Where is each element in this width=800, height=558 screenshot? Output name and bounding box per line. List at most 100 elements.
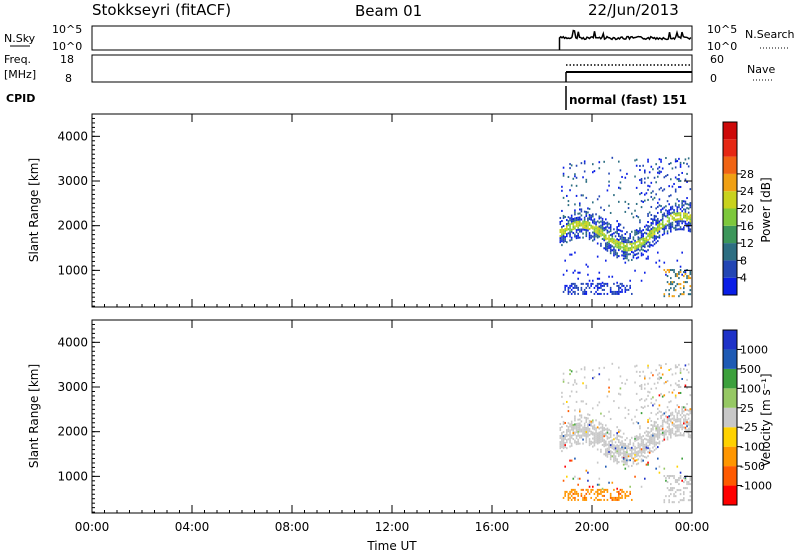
velocity-cell — [593, 492, 596, 495]
noise-left-tick-top: 10^5 — [52, 23, 82, 36]
velocity-cell — [609, 432, 612, 435]
velocity-cell — [642, 443, 644, 446]
velocity-cell — [663, 475, 666, 478]
power-cell — [686, 281, 688, 284]
velocity-cell — [644, 443, 646, 446]
velocity-cell — [683, 487, 685, 490]
power-cell — [647, 214, 649, 217]
velocity-cell — [653, 437, 656, 440]
date-title: 22/Jun/2013 — [588, 1, 679, 19]
velocity-cell — [668, 419, 670, 422]
velocity-cell — [689, 420, 692, 423]
power-cell — [673, 287, 675, 290]
velocity-ylabel: Slant Range [km] — [27, 364, 41, 468]
velocity-cell — [626, 449, 628, 452]
power-cell — [609, 211, 612, 214]
velocity-cell — [642, 439, 644, 442]
power-cell — [582, 292, 584, 295]
power-cell — [640, 200, 643, 203]
velocity-cell — [624, 461, 627, 464]
velocity-cell — [561, 395, 563, 398]
power-cell — [687, 229, 690, 232]
power-cell — [663, 176, 666, 179]
power-cell — [587, 219, 589, 222]
velocity-cell — [642, 447, 644, 450]
colorbar-tick-label: 8 — [740, 254, 747, 267]
velocity-cell — [582, 430, 584, 433]
power-cell — [626, 245, 628, 248]
power-cell — [683, 281, 685, 284]
velocity-cell — [678, 418, 680, 421]
y-tick-label: 2000 — [57, 219, 88, 233]
power-cell — [640, 234, 643, 237]
power-cell — [585, 263, 588, 266]
velocity-cell — [668, 501, 670, 504]
velocity-cell — [585, 437, 588, 440]
power-cell — [585, 180, 588, 183]
velocity-cell — [632, 462, 635, 465]
power-cell — [592, 215, 594, 218]
velocity-cell — [684, 364, 687, 367]
velocity-cell — [640, 448, 643, 451]
power-cell — [570, 222, 573, 225]
velocity-cell — [619, 443, 622, 446]
power-cell — [562, 273, 565, 276]
power-cell — [569, 233, 571, 236]
velocity-cell — [601, 494, 604, 497]
power-cell — [674, 285, 677, 288]
power-cell — [609, 228, 612, 231]
velocity-cell — [585, 435, 588, 438]
velocity-cell — [686, 378, 688, 381]
velocity-cell — [570, 444, 573, 447]
velocity-cell — [679, 489, 682, 492]
power-cell — [587, 223, 589, 226]
velocity-cell — [655, 369, 657, 372]
velocity-cell — [567, 426, 570, 429]
power-cell — [587, 211, 589, 214]
velocity-cell — [598, 401, 601, 404]
power-cell — [559, 216, 562, 219]
power-cell — [686, 277, 688, 280]
velocity-cell — [679, 391, 682, 394]
power-cell — [634, 229, 636, 232]
velocity-cell — [618, 461, 620, 464]
power-cell — [661, 189, 664, 192]
velocity-cell — [639, 370, 641, 373]
velocity-cell — [647, 404, 649, 407]
velocity-cell — [567, 428, 570, 431]
power-cell — [686, 275, 688, 278]
power-cell — [678, 157, 680, 160]
velocity-cell — [661, 425, 664, 428]
colorbar-tick-label: 500 — [740, 363, 761, 376]
power-cell — [624, 237, 627, 240]
velocity-cell — [642, 459, 644, 462]
power-cell — [639, 179, 641, 182]
power-cell — [653, 216, 656, 219]
power-cell — [627, 288, 630, 291]
power-cell — [579, 222, 581, 225]
power-cell — [590, 234, 592, 237]
power-cell — [655, 227, 657, 230]
power-cell — [666, 232, 669, 235]
velocity-cell — [647, 447, 649, 450]
velocity-cell — [559, 426, 562, 430]
velocity-cell — [683, 491, 685, 494]
velocity-cell — [681, 434, 683, 437]
power-cell — [596, 234, 599, 237]
velocity-cell — [679, 420, 682, 423]
velocity-cell — [588, 419, 591, 422]
power-cell — [655, 163, 657, 166]
velocity-cell — [621, 444, 623, 447]
velocity-cell — [587, 413, 589, 416]
power-cell — [618, 245, 620, 248]
velocity-cell — [596, 432, 599, 435]
power-cell — [598, 225, 601, 228]
power-cell — [678, 177, 680, 180]
velocity-cell — [650, 434, 653, 437]
velocity-cell — [566, 400, 568, 403]
velocity-cell — [670, 430, 672, 433]
power-cell — [583, 226, 586, 229]
power-cell — [676, 218, 679, 221]
velocity-cell — [683, 493, 685, 496]
